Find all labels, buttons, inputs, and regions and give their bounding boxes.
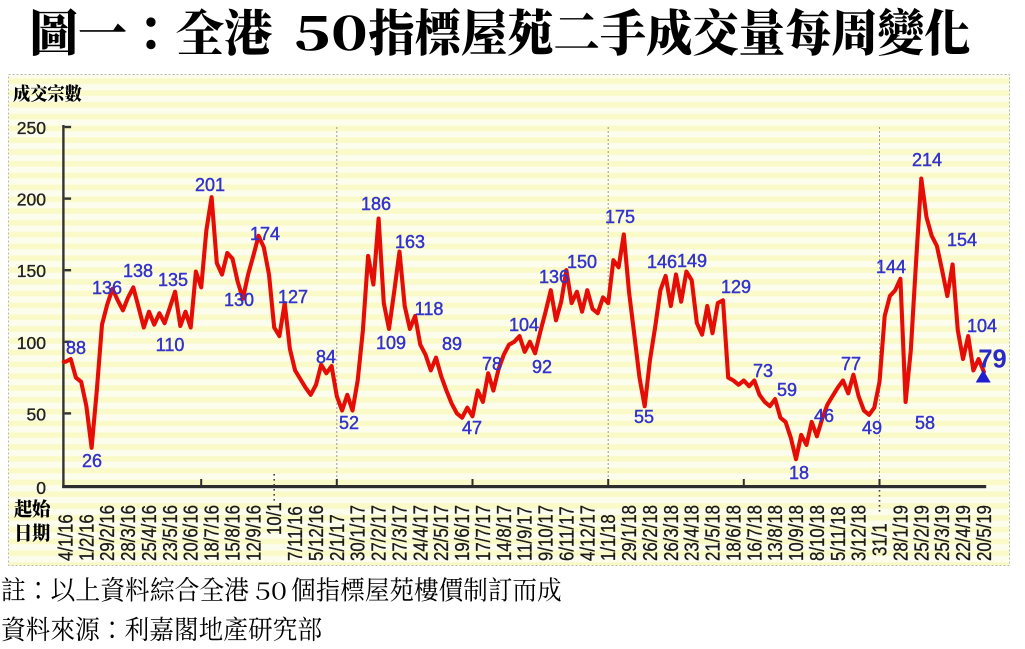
svg-text:5/11/18: 5/11/18 [826, 506, 849, 561]
svg-text:118: 118 [415, 299, 444, 319]
svg-text:4/12/17: 4/12/17 [576, 505, 599, 561]
svg-text:55: 55 [634, 407, 654, 427]
svg-text:135: 135 [158, 270, 188, 290]
svg-text:29/1/18: 29/1/18 [618, 505, 641, 561]
svg-text:19/6/17: 19/6/17 [451, 505, 474, 561]
svg-text:23/5/16: 23/5/16 [158, 505, 181, 561]
svg-text:58: 58 [915, 413, 935, 433]
svg-text:89: 89 [442, 334, 462, 354]
svg-text:18/7/16: 18/7/16 [200, 505, 223, 561]
svg-text:127: 127 [278, 287, 308, 307]
svg-text:17/7/17: 17/7/17 [471, 505, 494, 561]
svg-text:150: 150 [567, 252, 597, 272]
svg-text:92: 92 [532, 357, 552, 377]
svg-text:7/11/16: 7/11/16 [284, 506, 307, 561]
svg-text:78: 78 [482, 354, 502, 374]
svg-text:12/9/16: 12/9/16 [242, 505, 265, 561]
svg-text:130: 130 [224, 290, 254, 310]
svg-text:26/2/18: 26/2/18 [638, 505, 661, 561]
svg-text:84: 84 [316, 347, 336, 367]
svg-text:4/1/16: 4/1/16 [54, 514, 77, 561]
svg-text:10/9/18: 10/9/18 [785, 505, 808, 561]
svg-text:18: 18 [789, 463, 809, 483]
svg-text:136: 136 [92, 278, 122, 298]
svg-text:146: 146 [647, 252, 677, 272]
svg-text:30/1/17: 30/1/17 [346, 505, 369, 561]
svg-text:26: 26 [82, 451, 102, 471]
svg-text:154: 154 [947, 230, 977, 250]
svg-text:28/1/19: 28/1/19 [889, 505, 912, 561]
svg-text:13/8/18: 13/8/18 [764, 505, 787, 561]
svg-text:2/1/17: 2/1/17 [325, 514, 348, 561]
svg-text:214: 214 [912, 150, 942, 170]
svg-text:50: 50 [27, 404, 47, 424]
svg-text:20/6/16: 20/6/16 [179, 505, 202, 561]
svg-text:79: 79 [978, 346, 1006, 374]
svg-text:14/8/17: 14/8/17 [492, 505, 515, 561]
svg-text:1/2/16: 1/2/16 [75, 514, 98, 561]
svg-text:163: 163 [395, 232, 425, 252]
svg-text:3/12/18: 3/12/18 [847, 505, 870, 561]
svg-text:46: 46 [814, 406, 834, 426]
svg-text:15/8/16: 15/8/16 [221, 505, 244, 561]
svg-text:129: 129 [721, 277, 751, 297]
svg-text:52: 52 [339, 413, 359, 433]
svg-text:47: 47 [462, 418, 482, 438]
svg-text:9/10/17: 9/10/17 [534, 505, 557, 561]
svg-text:77: 77 [841, 354, 861, 374]
svg-text:8/10/18: 8/10/18 [805, 505, 828, 561]
svg-text:59: 59 [777, 380, 797, 400]
svg-text:150: 150 [17, 261, 46, 281]
svg-text:10/1: 10/1 [263, 502, 286, 535]
svg-text:20/5/19: 20/5/19 [972, 505, 995, 561]
svg-text:104: 104 [967, 316, 997, 336]
svg-text:100: 100 [17, 333, 46, 353]
svg-text:250: 250 [17, 118, 46, 138]
svg-text:22/4/19: 22/4/19 [952, 505, 975, 561]
svg-text:1/1/18: 1/1/18 [597, 514, 620, 561]
svg-text:25/2/19: 25/2/19 [910, 505, 933, 561]
svg-text:25/3/19: 25/3/19 [931, 505, 954, 561]
svg-text:175: 175 [605, 207, 635, 227]
svg-text:186: 186 [361, 194, 391, 214]
svg-text:144: 144 [876, 257, 906, 277]
svg-text:88: 88 [66, 338, 86, 358]
svg-text:201: 201 [195, 175, 225, 195]
svg-text:21/5/18: 21/5/18 [701, 505, 724, 561]
svg-text:200: 200 [17, 190, 46, 210]
svg-text:27/2/17: 27/2/17 [367, 505, 390, 561]
svg-text:5/12/16: 5/12/16 [305, 505, 328, 561]
svg-text:149: 149 [677, 251, 707, 271]
svg-text:109: 109 [376, 333, 406, 353]
svg-text:49: 49 [862, 418, 882, 438]
svg-text:136: 136 [539, 267, 569, 287]
svg-text:23/4/18: 23/4/18 [680, 505, 703, 561]
svg-text:0: 0 [36, 478, 46, 498]
svg-text:6/11/17: 6/11/17 [555, 506, 578, 561]
svg-text:11/9/17: 11/9/17 [513, 506, 536, 561]
svg-text:25/4/16: 25/4/16 [138, 505, 161, 561]
svg-text:18/6/18: 18/6/18 [722, 505, 745, 561]
svg-text:27/3/17: 27/3/17 [388, 505, 411, 561]
svg-text:73: 73 [753, 361, 773, 381]
svg-text:174: 174 [250, 224, 280, 244]
svg-text:138: 138 [123, 261, 153, 281]
svg-text:22/5/17: 22/5/17 [430, 505, 453, 561]
svg-text:28/3/16: 28/3/16 [117, 505, 140, 561]
svg-text:110: 110 [156, 335, 185, 355]
svg-text:24/4/17: 24/4/17 [409, 505, 432, 561]
svg-text:29/2/16: 29/2/16 [96, 505, 119, 561]
svg-text:104: 104 [509, 315, 539, 335]
svg-text:26/3/18: 26/3/18 [659, 505, 682, 561]
svg-text:16/7/18: 16/7/18 [743, 505, 766, 561]
svg-text:31/1: 31/1 [868, 523, 891, 556]
